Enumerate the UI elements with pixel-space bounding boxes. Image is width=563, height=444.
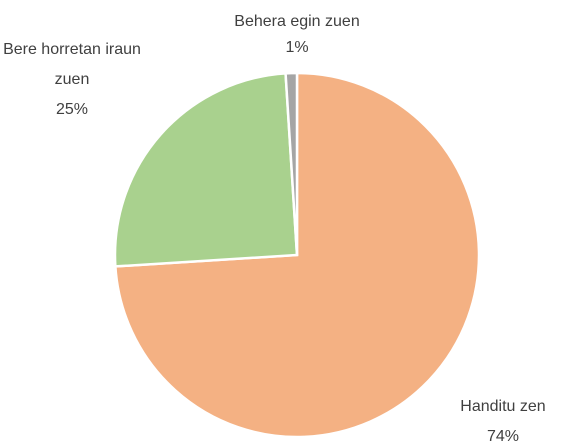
value-label: 1% [285, 39, 309, 56]
pie-slice [284, 71, 299, 256]
value-label: 25% [55, 101, 89, 118]
slice-label: Behera egin zuen 1% [207, 7, 387, 63]
pie-slice [113, 72, 299, 268]
slice-label: Bere horretan iraun zuen 25% [0, 35, 152, 125]
category-label: Bere horretan iraun zuen [3, 41, 141, 88]
value-label: 74% [486, 428, 520, 444]
category-label: Behera egin zuen [234, 13, 360, 30]
category-label: Handitu zen [460, 398, 546, 415]
slice-label: Handitu zen 74% [423, 392, 563, 444]
